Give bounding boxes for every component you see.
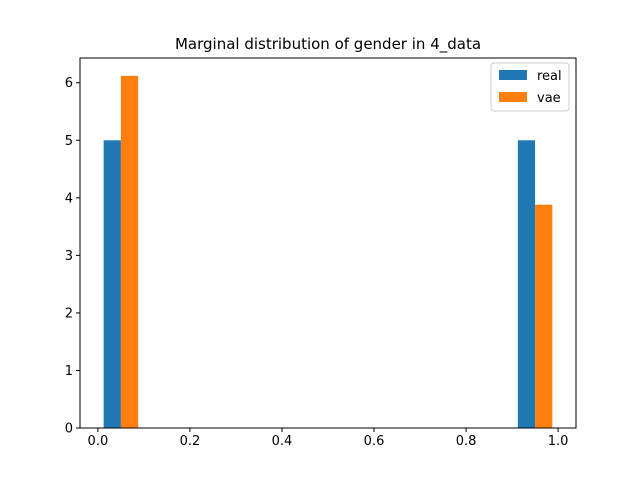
x-tick-label: 0.6 — [364, 434, 385, 449]
chart-title: Marginal distribution of gender in 4_dat… — [175, 35, 481, 54]
bar-real-0 — [103, 140, 121, 428]
legend-swatch-real — [499, 70, 527, 80]
x-tick-label: 0.8 — [456, 434, 477, 449]
x-tick-label: 0.2 — [180, 434, 201, 449]
y-tick-label: 0 — [65, 422, 73, 437]
plot-frame — [79, 57, 577, 429]
y-tick-label: 1 — [65, 364, 73, 379]
y-tick-label: 3 — [65, 249, 73, 264]
y-tick-label: 5 — [65, 134, 73, 149]
legend-swatch-vae — [499, 92, 527, 102]
x-tick-label: 1.0 — [548, 434, 569, 449]
y-tick-label: 6 — [65, 76, 73, 91]
x-axis: 0.0 0.2 0.4 0.6 0.8 1.0 — [88, 428, 569, 449]
x-tick-label: 0.0 — [88, 434, 109, 449]
bar-vae-1 — [535, 204, 553, 428]
y-axis: 0 1 2 3 4 5 6 — [65, 76, 80, 437]
legend-label-real: real — [537, 69, 562, 84]
y-tick-label: 4 — [65, 191, 73, 206]
bars-group — [103, 75, 553, 428]
bar-vae-0 — [120, 75, 139, 428]
legend: real vae — [490, 62, 570, 112]
y-tick-label: 2 — [65, 306, 73, 321]
bar-real-1 — [517, 140, 536, 428]
legend-label-vae: vae — [537, 91, 561, 106]
x-tick-label: 0.4 — [272, 434, 293, 449]
